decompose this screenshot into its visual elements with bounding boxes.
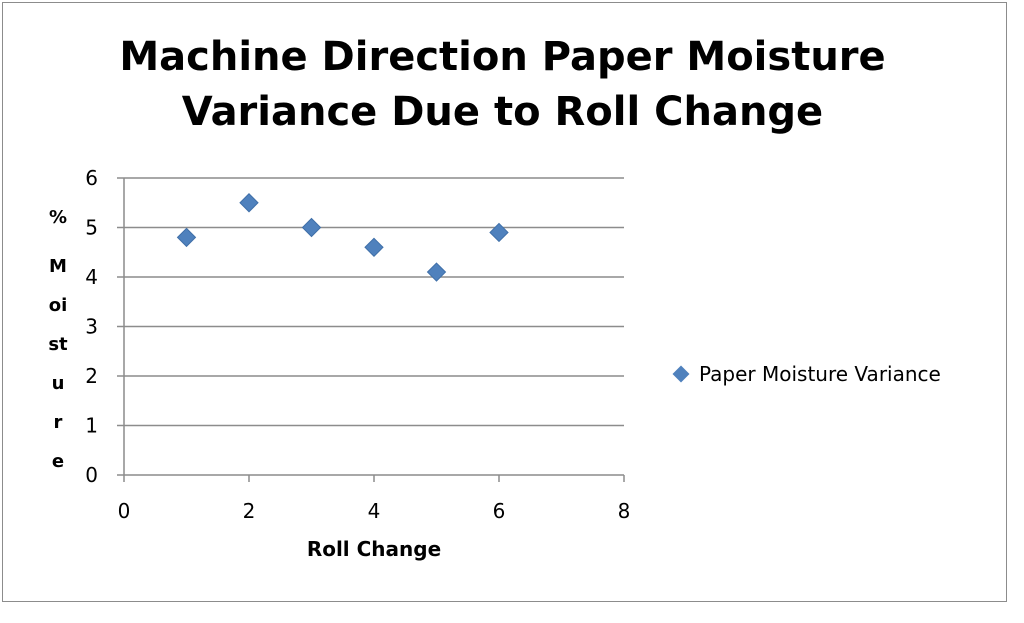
data-point-6	[489, 222, 509, 243]
data-points	[176, 193, 509, 282]
data-point-5	[426, 262, 447, 282]
y-tick-label-4: 4	[85, 265, 98, 289]
y-tick-label-0: 0	[85, 463, 98, 487]
x-axis-label: Roll Change	[306, 537, 442, 561]
chart-title: Machine Direction Paper Moisture Varianc…	[119, 34, 886, 135]
x-tick-label-0: 0	[118, 499, 131, 523]
x-tick-label-6: 6	[493, 499, 506, 523]
y-axis-label-word: Moisture	[48, 256, 68, 472]
x-tick-label-4: 4	[368, 499, 381, 523]
y-axis-label-prefix: %	[48, 207, 68, 228]
data-point-1	[176, 227, 197, 248]
legend: Paper Moisture Variance	[672, 362, 941, 386]
x-tick-label-8: 8	[618, 499, 631, 523]
y-tick-label-5: 5	[85, 216, 98, 240]
chart-frame	[2, 2, 1007, 602]
legend-label: Paper Moisture Variance	[699, 362, 941, 386]
y-tick-label-6: 6	[85, 166, 98, 190]
data-point-3	[301, 217, 322, 238]
x-tick-label-2: 2	[243, 499, 256, 523]
data-point-2	[239, 193, 259, 213]
gridlines	[124, 177, 624, 427]
y-axis-label: % Moisture	[30, 198, 86, 481]
tick-labels: 0 1 2 3 4 5 6 0 2 4 6 8	[85, 166, 630, 523]
legend-diamond-icon	[672, 365, 690, 383]
y-tick-label-2: 2	[85, 364, 98, 388]
data-point-4	[364, 237, 384, 258]
y-tick-label-1: 1	[85, 414, 98, 438]
axes	[117, 177, 625, 482]
y-tick-label-3: 3	[85, 315, 98, 339]
